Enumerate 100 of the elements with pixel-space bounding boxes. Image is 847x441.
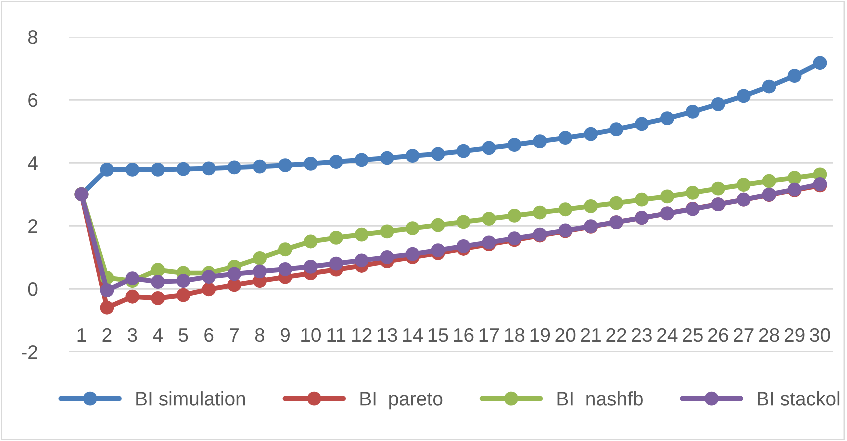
legend-label: BI pareto [360,392,443,410]
point [406,149,420,164]
point [431,147,446,162]
point [253,160,267,174]
point [354,228,369,242]
x-tick-label: 28 [760,328,780,342]
x-tick-label: 1 [78,328,86,342]
point [456,215,471,230]
point [431,218,446,232]
point [151,292,166,306]
point [482,141,496,156]
point [686,186,700,200]
point [278,242,292,257]
point [456,144,471,158]
x-tick-label: 8 [255,328,265,342]
legend-label: BI simulation [136,392,246,406]
point [660,112,674,126]
x-tick-label: 11 [328,328,346,342]
point [660,190,674,204]
point [100,284,114,298]
point [736,178,751,192]
x-tick-label: 18 [505,328,525,342]
x-tick-label: 27 [734,328,754,342]
x-tick-label: 26 [708,328,728,342]
y-tick-label: 0 [28,282,38,296]
x-tick-label: 7 [230,328,239,342]
point [126,272,140,286]
point [202,162,216,176]
point [380,151,394,166]
x-tick-label: 21 [581,328,601,342]
x-tick-label: 16 [454,328,474,342]
point [635,192,649,207]
point [813,56,828,70]
point [304,234,318,249]
point [558,131,573,146]
point [176,274,191,288]
point [176,288,191,302]
x-tick-label: 17 [480,328,500,342]
point [610,122,624,137]
x-tick-label: 10 [302,328,321,342]
point [100,162,114,177]
y-tick-label: 4 [28,156,38,170]
x-tick-label: 14 [403,328,424,342]
x-tick-label: 4 [153,328,163,342]
point [126,162,140,177]
x-tick-label: 29 [784,328,805,342]
point [686,105,700,119]
point [151,263,166,278]
point [508,138,522,152]
point [558,202,573,217]
point [635,117,649,132]
y-tick-label: 2 [28,219,38,234]
y-tick-label: -2 [22,345,38,360]
point [788,69,802,84]
point [278,158,292,172]
x-tick-label: 23 [632,328,652,342]
point [354,153,369,168]
point [176,162,191,176]
point [584,127,598,142]
point [228,160,242,175]
point [610,196,624,210]
legend-label: BI nashfb [558,392,643,406]
point [456,240,471,254]
point [762,80,776,94]
point [100,300,114,315]
y-tick-label: 8 [28,30,38,44]
x-tick-label: 12 [352,328,372,342]
x-tick-label: 19 [530,328,550,342]
x-tick-label: 3 [128,328,138,342]
x-tick-label: 5 [178,328,188,342]
point [202,282,216,297]
point [126,290,140,304]
x-tick-label: 15 [428,328,448,342]
x-tick-label: 2 [102,328,112,342]
point [151,162,166,177]
point [304,157,318,171]
point [406,247,420,262]
x-tick-label: 6 [204,328,214,342]
point [584,200,598,214]
point [406,222,420,236]
point [380,250,394,264]
y-tick-label: 6 [28,93,38,108]
point [278,262,292,276]
point [253,264,267,279]
point [508,208,522,223]
x-tick-label: 24 [658,328,678,342]
point [253,252,267,266]
point [151,275,166,290]
legend-label: BI stackol [758,392,840,406]
point [329,231,344,245]
x-tick-label: 9 [280,328,290,342]
point [304,260,318,274]
x-tick-label: 30 [810,328,830,342]
point [329,256,344,271]
point [736,89,751,104]
point [482,212,496,226]
point [202,270,216,284]
x-tick-label: 20 [556,328,576,342]
point [711,182,726,196]
point [354,254,369,268]
